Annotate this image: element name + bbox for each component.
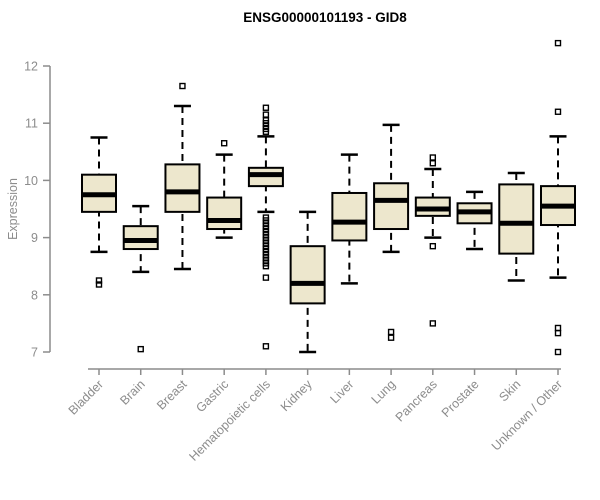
box [289,245,326,305]
outlier-point [262,111,270,118]
y-tick-label: 10 [24,174,38,188]
outlier-point [137,345,144,353]
y-axis-label: Expression [6,178,20,240]
box [206,196,243,231]
box [331,191,368,242]
outlier-point [262,104,270,111]
outlier-point [262,263,270,270]
outlier-point [387,334,395,341]
x-category-label: Unknown / Other [489,377,565,453]
box [164,163,201,213]
plot-area: 7 8 9 10 11 12 Bladder Brain Breast GastricHemato… [24,39,576,464]
outlier-point [95,277,103,284]
outlier-point [179,82,186,90]
outlier-point [429,154,437,161]
chart-title: ENSG00000101193 - GID8 [243,10,407,25]
outlier-point [554,348,562,356]
x-category-label: Kidney [278,377,315,414]
outlier-point [554,39,562,47]
y-tick-label: 9 [31,231,38,245]
x-category-label: Brain [117,377,148,408]
x-category-label: Skin [496,377,523,404]
x-category-label: Liver [327,377,356,406]
outlier-point [429,320,437,327]
x-category-label: Lung [369,377,399,407]
outlier-point [262,274,270,281]
box [122,225,159,251]
outlier-point [262,128,270,135]
x-category-label: Prostate [439,377,482,420]
outlier-point [262,343,270,350]
y-tick-label: 12 [24,60,38,74]
outlier-point [429,242,437,250]
outlier-point [554,108,562,115]
x-category-label: Breast [154,377,190,413]
y-tick-label: 8 [31,288,38,302]
outlier-point [554,329,562,337]
y-tick-label: 11 [25,117,38,131]
outlier-point [95,281,103,288]
box [498,183,535,255]
outlier-point [554,324,562,332]
y-tick-label: 7 [31,346,38,360]
outlier-point [387,328,395,336]
outlier-point [220,140,228,147]
x-category-label: Pancreas [393,377,440,424]
box [373,182,410,231]
outlier-point [429,160,437,167]
x-category-label: Gastric [193,377,231,415]
x-category-label: Bladder [66,377,106,417]
x-category-label: Hematopoietic cells [186,377,273,464]
